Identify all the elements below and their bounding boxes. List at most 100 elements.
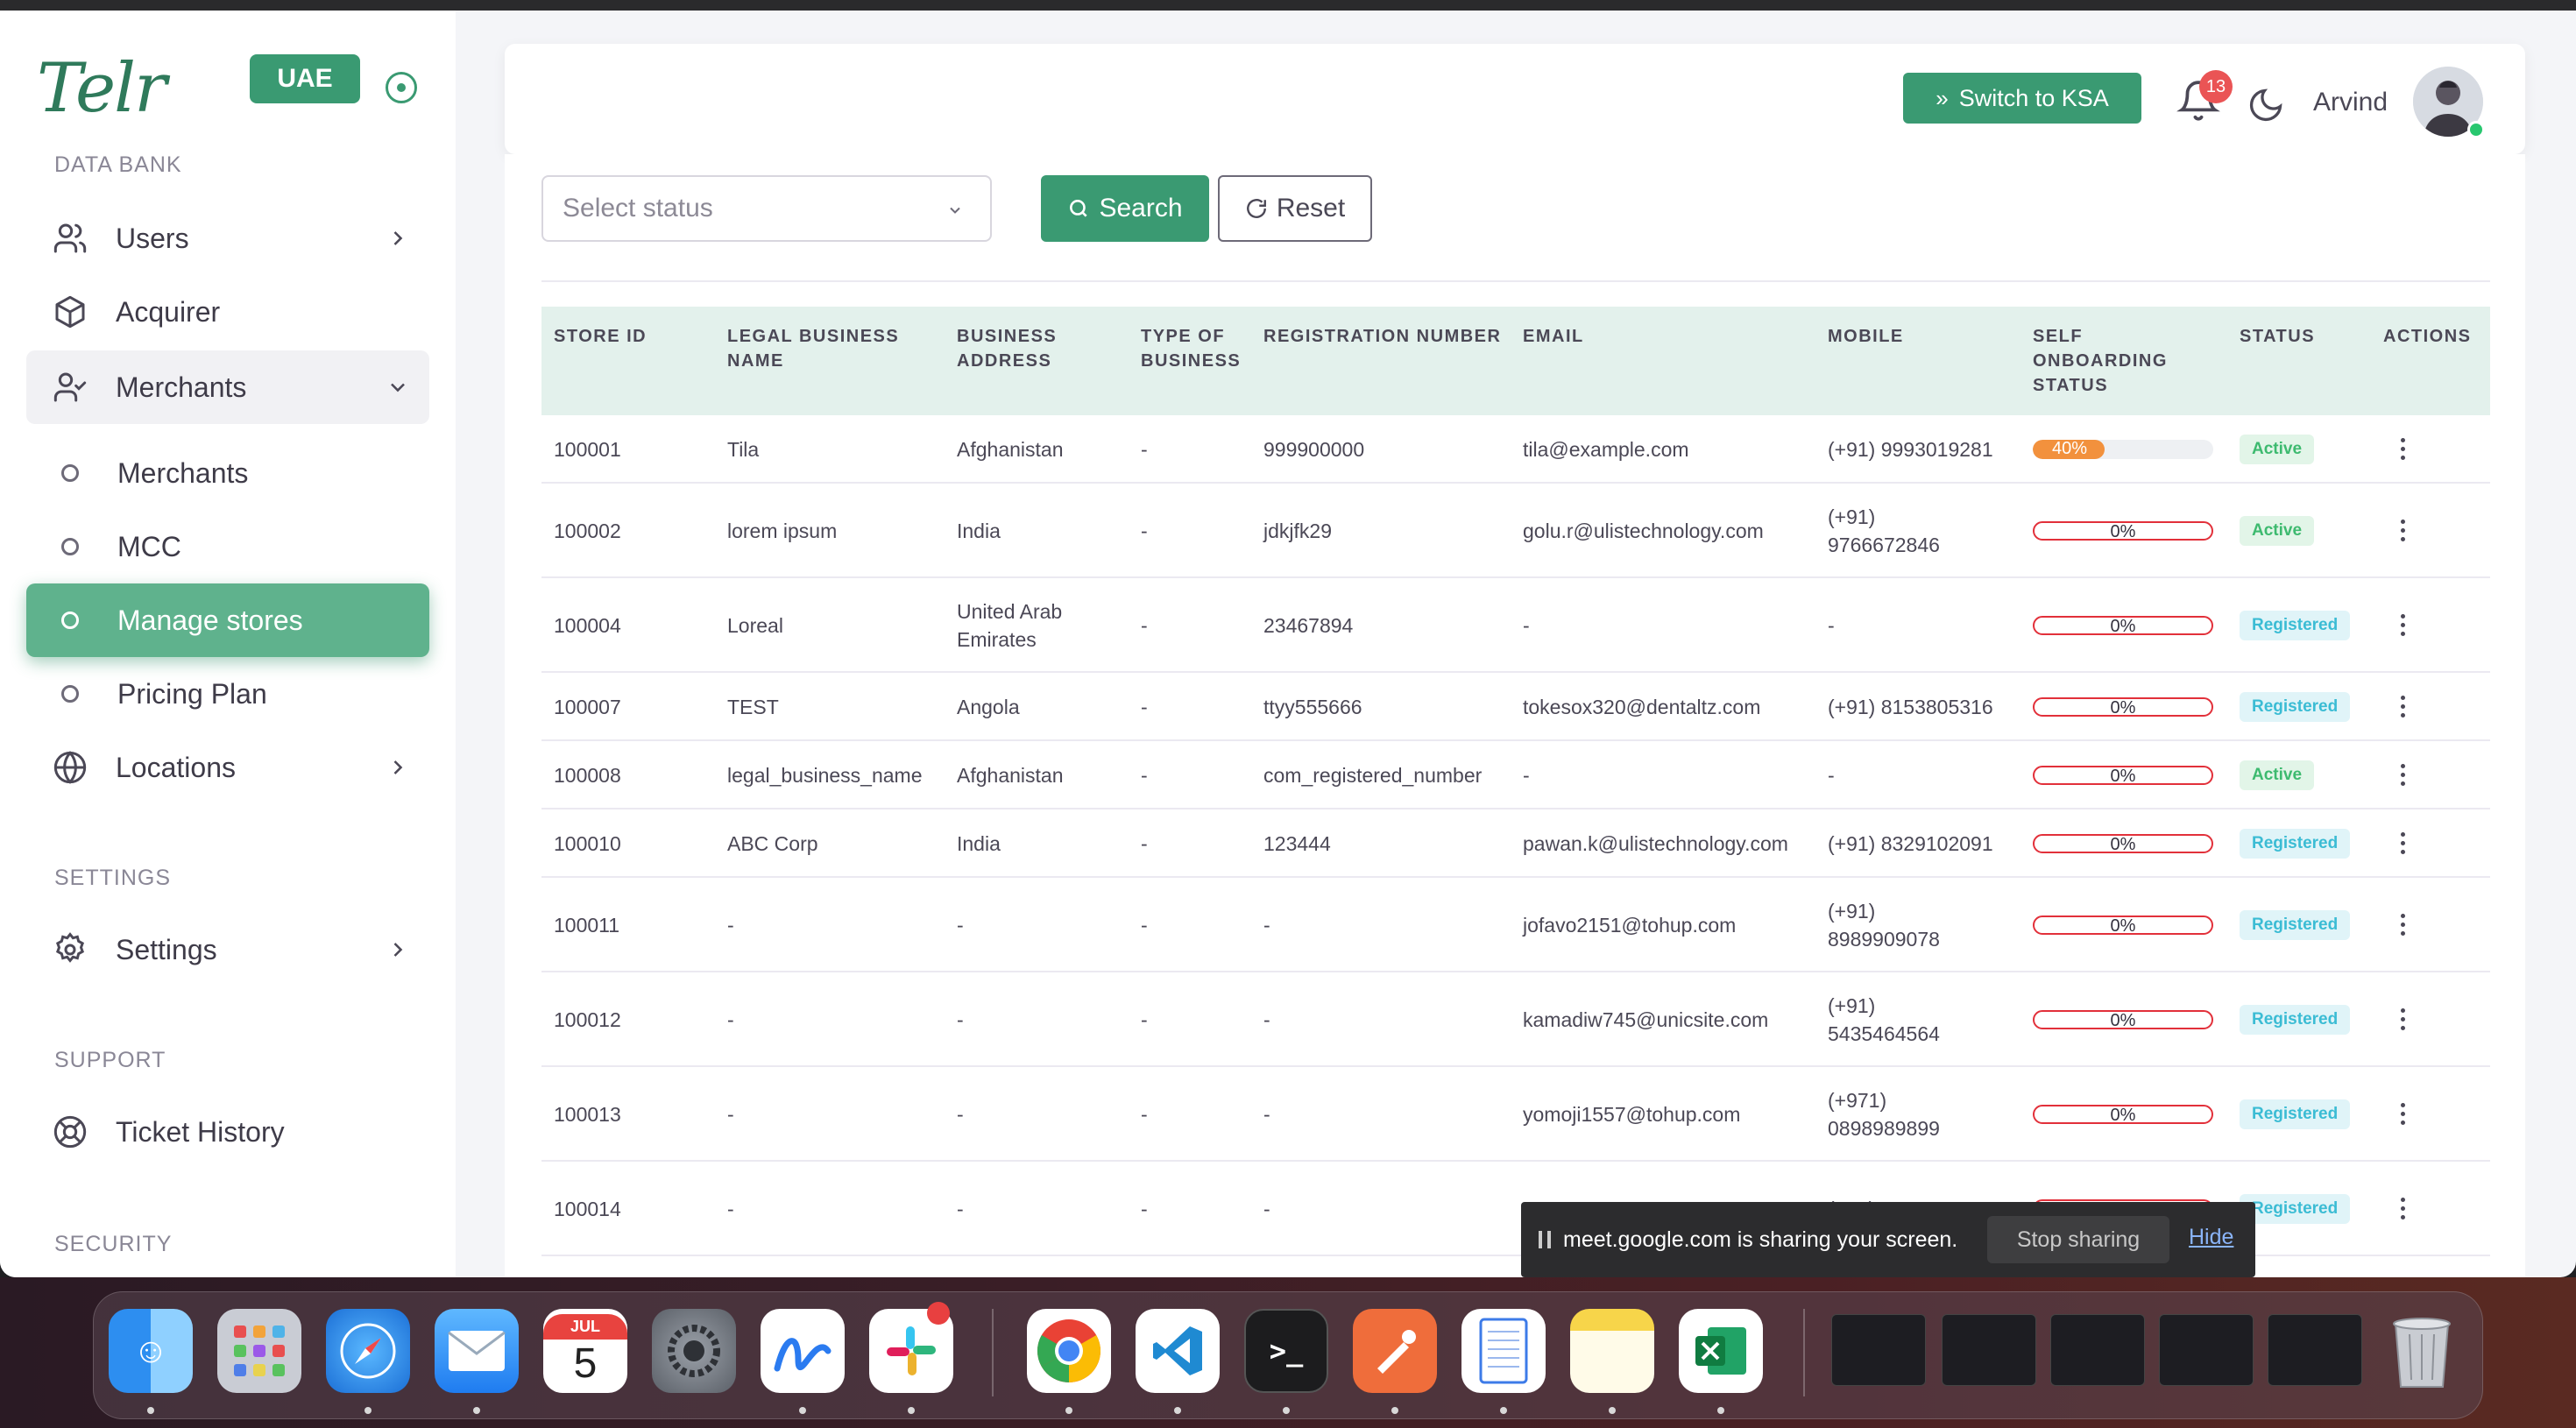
minimized-window-thumbnail[interactable] — [2159, 1314, 2254, 1386]
col-label-line: TYPE OF — [1141, 327, 1226, 346]
sidebar-subitem-manage-stores[interactable]: Manage stores — [26, 583, 429, 657]
more-vertical-icon[interactable] — [2399, 438, 2406, 464]
table-row: 100010 ABC Corp India - 123444 pawan.k@uliste… — [541, 809, 2490, 878]
status-select[interactable]: Select status — [541, 175, 992, 242]
sidebar-item-ticket-history[interactable]: Ticket History — [26, 1095, 429, 1169]
cell-legal-business-name: - — [727, 1008, 734, 1031]
terminal-icon[interactable]: >_ — [1244, 1309, 1328, 1393]
vscode-icon[interactable] — [1136, 1309, 1220, 1393]
dock-running-indicator — [1283, 1407, 1290, 1414]
more-vertical-icon[interactable] — [2399, 614, 2406, 640]
circle-icon — [61, 538, 79, 555]
progress-label: 0% — [2110, 916, 2136, 935]
notes-icon[interactable] — [1570, 1309, 1654, 1393]
cell-mobile-line: 9766672846 — [1828, 534, 1940, 556]
sidebar-item-users[interactable]: Users — [26, 201, 429, 275]
notification-badge: 13 — [2199, 70, 2233, 103]
status-badge: Registered — [2240, 1194, 2351, 1224]
more-vertical-icon[interactable] — [2399, 1198, 2406, 1224]
col-legal-business-name[interactable]: LEGAL BUSINESS NAME — [727, 324, 899, 373]
excel-icon[interactable] — [1679, 1309, 1763, 1393]
more-vertical-icon[interactable] — [2399, 1103, 2406, 1129]
progress-label: 0% — [2110, 1106, 2136, 1124]
cell-mobile-line: 5435464564 — [1828, 1022, 1940, 1045]
search-button[interactable]: Search — [1041, 175, 1209, 242]
avatar[interactable] — [2413, 67, 2483, 137]
textedit-icon[interactable] — [1461, 1309, 1546, 1393]
mail-icon[interactable] — [435, 1309, 519, 1393]
cell-business-address-line: Emirates — [957, 628, 1037, 651]
cell-registration-number: 23467894 — [1263, 614, 1354, 637]
stores-table: STORE ID LEGAL BUSINESS NAME BUSINESS AD… — [541, 307, 2490, 1256]
cell-type-of-business: - — [1141, 914, 1148, 937]
sidebar-subitem-mcc[interactable]: MCC — [26, 510, 429, 583]
sidebar-item-locations[interactable]: Locations — [26, 731, 429, 804]
cell-registration-number: com_registered_number — [1263, 764, 1483, 787]
cell-email: - — [1523, 614, 1530, 637]
switch-to-ksa-button[interactable]: » Switch to KSA — [1903, 73, 2141, 124]
finder-icon[interactable]: ☺ — [109, 1309, 193, 1393]
cell-mobile: - — [1828, 611, 1835, 640]
status-badge: Registered — [2240, 1005, 2351, 1035]
sidebar-item-settings[interactable]: Settings — [26, 913, 429, 986]
refresh-icon — [1246, 199, 1266, 218]
col-store-id[interactable]: STORE ID — [554, 327, 648, 346]
region-badge[interactable]: UAE — [250, 54, 360, 103]
col-registration-number[interactable]: REGISTRATION NUMBER — [1263, 327, 1502, 346]
dock-running-indicator — [799, 1407, 806, 1414]
launchpad-icon[interactable] — [217, 1309, 301, 1393]
more-vertical-icon[interactable] — [2399, 1008, 2406, 1035]
calendar-icon[interactable]: JUL 5 — [543, 1309, 627, 1393]
sidebar-item-label: Locations — [116, 751, 236, 783]
cell-type-of-business: - — [1141, 1103, 1148, 1126]
chrome-icon[interactable] — [1027, 1309, 1111, 1393]
freeform-icon[interactable] — [761, 1309, 845, 1393]
progress-label: 0% — [2110, 617, 2136, 635]
sidebar-item-acquirer[interactable]: Acquirer — [26, 275, 429, 349]
user-name[interactable]: Arvind — [2313, 88, 2388, 117]
cell-type-of-business: - — [1141, 520, 1148, 542]
progress-label: 0% — [2110, 522, 2136, 541]
onboarding-progress-bar: 0% — [2033, 834, 2213, 853]
more-vertical-icon[interactable] — [2399, 696, 2406, 722]
cell-email: tila@example.com — [1523, 438, 1689, 461]
chevron-right-icon — [393, 943, 403, 957]
table-row: 100008 legal_business_name Afghanistan - com… — [541, 741, 2490, 809]
minimized-window-thumbnail[interactable] — [1942, 1314, 2036, 1386]
stop-sharing-button[interactable]: Stop sharing — [1987, 1216, 2169, 1263]
trash-icon[interactable] — [2380, 1309, 2464, 1393]
minimized-window-thumbnail[interactable] — [2050, 1314, 2145, 1386]
col-self-onboarding-status[interactable]: SELF ONBOARDING STATUS — [2033, 324, 2168, 398]
more-vertical-icon[interactable] — [2399, 764, 2406, 790]
col-status[interactable]: STATUS — [2240, 327, 2316, 346]
col-business-address[interactable]: BUSINESS ADDRESS — [957, 324, 1057, 373]
postman-icon[interactable] — [1353, 1309, 1437, 1393]
pause-icon[interactable] — [1539, 1231, 1551, 1248]
minimized-window-thumbnail[interactable] — [1831, 1314, 1926, 1386]
hide-sharing-bar-link[interactable]: Hide — [2189, 1225, 2234, 1249]
cell-mobile-line: (+91) — [1828, 505, 1876, 528]
sidebar-item-merchants[interactable]: Merchants — [26, 350, 429, 424]
dock-running-indicator — [1174, 1407, 1181, 1414]
more-vertical-icon[interactable] — [2399, 914, 2406, 940]
cell-email: - — [1523, 764, 1530, 787]
more-vertical-icon[interactable] — [2399, 520, 2406, 546]
col-email[interactable]: EMAIL — [1523, 327, 1584, 346]
status-badge: Active — [2240, 435, 2315, 464]
dock-running-indicator — [1717, 1407, 1724, 1414]
sidebar-subitem-merchants[interactable]: Merchants — [26, 436, 429, 510]
system-settings-icon[interactable] — [652, 1309, 736, 1393]
telr-logo[interactable]: Telr — [37, 49, 166, 128]
box-icon — [51, 293, 89, 331]
minimized-window-thumbnail[interactable] — [2268, 1314, 2362, 1386]
moon-icon[interactable] — [2247, 86, 2285, 124]
more-vertical-icon[interactable] — [2399, 832, 2406, 859]
col-type-of-business[interactable]: TYPE OF BUSINESS — [1141, 324, 1241, 373]
safari-icon[interactable] — [326, 1309, 410, 1393]
cell-store-id: 100002 — [554, 520, 621, 542]
cell-type-of-business: - — [1141, 696, 1148, 718]
sidebar-subitem-pricing-plan[interactable]: Pricing Plan — [26, 657, 429, 731]
col-mobile[interactable]: MOBILE — [1828, 327, 1904, 346]
reset-button[interactable]: Reset — [1218, 175, 1372, 242]
target-icon[interactable] — [386, 72, 417, 103]
